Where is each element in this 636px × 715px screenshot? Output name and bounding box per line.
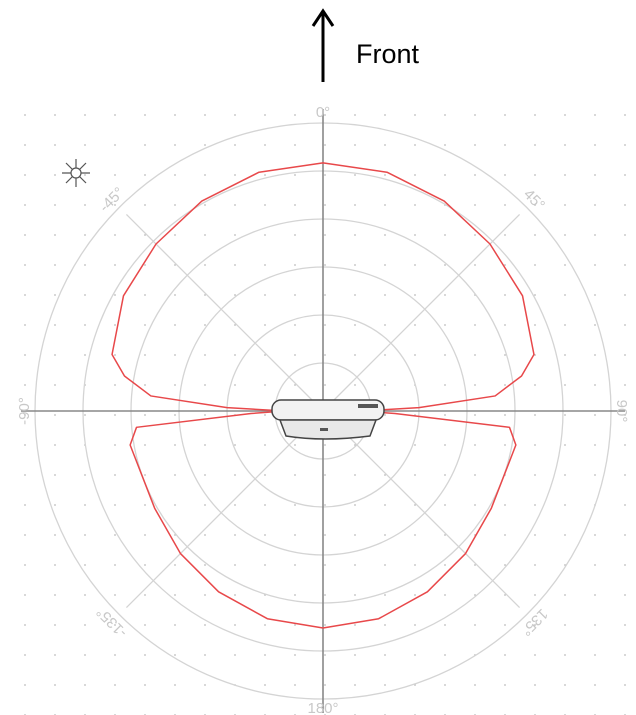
grid-line [322,213,521,412]
device [271,399,385,440]
angle-tick-label: 0° [316,104,330,121]
grid-line [125,213,324,412]
pattern-line [111,162,535,629]
front-arrow [311,8,335,82]
angle-tick-label: 180° [307,700,338,715]
sun-icon [62,159,90,187]
grid-line [322,410,521,609]
angle-tick-label: 90° [613,400,630,423]
front-label: Front [356,39,420,69]
grid-line [125,410,324,609]
angle-tick-label: -90° [16,397,33,425]
